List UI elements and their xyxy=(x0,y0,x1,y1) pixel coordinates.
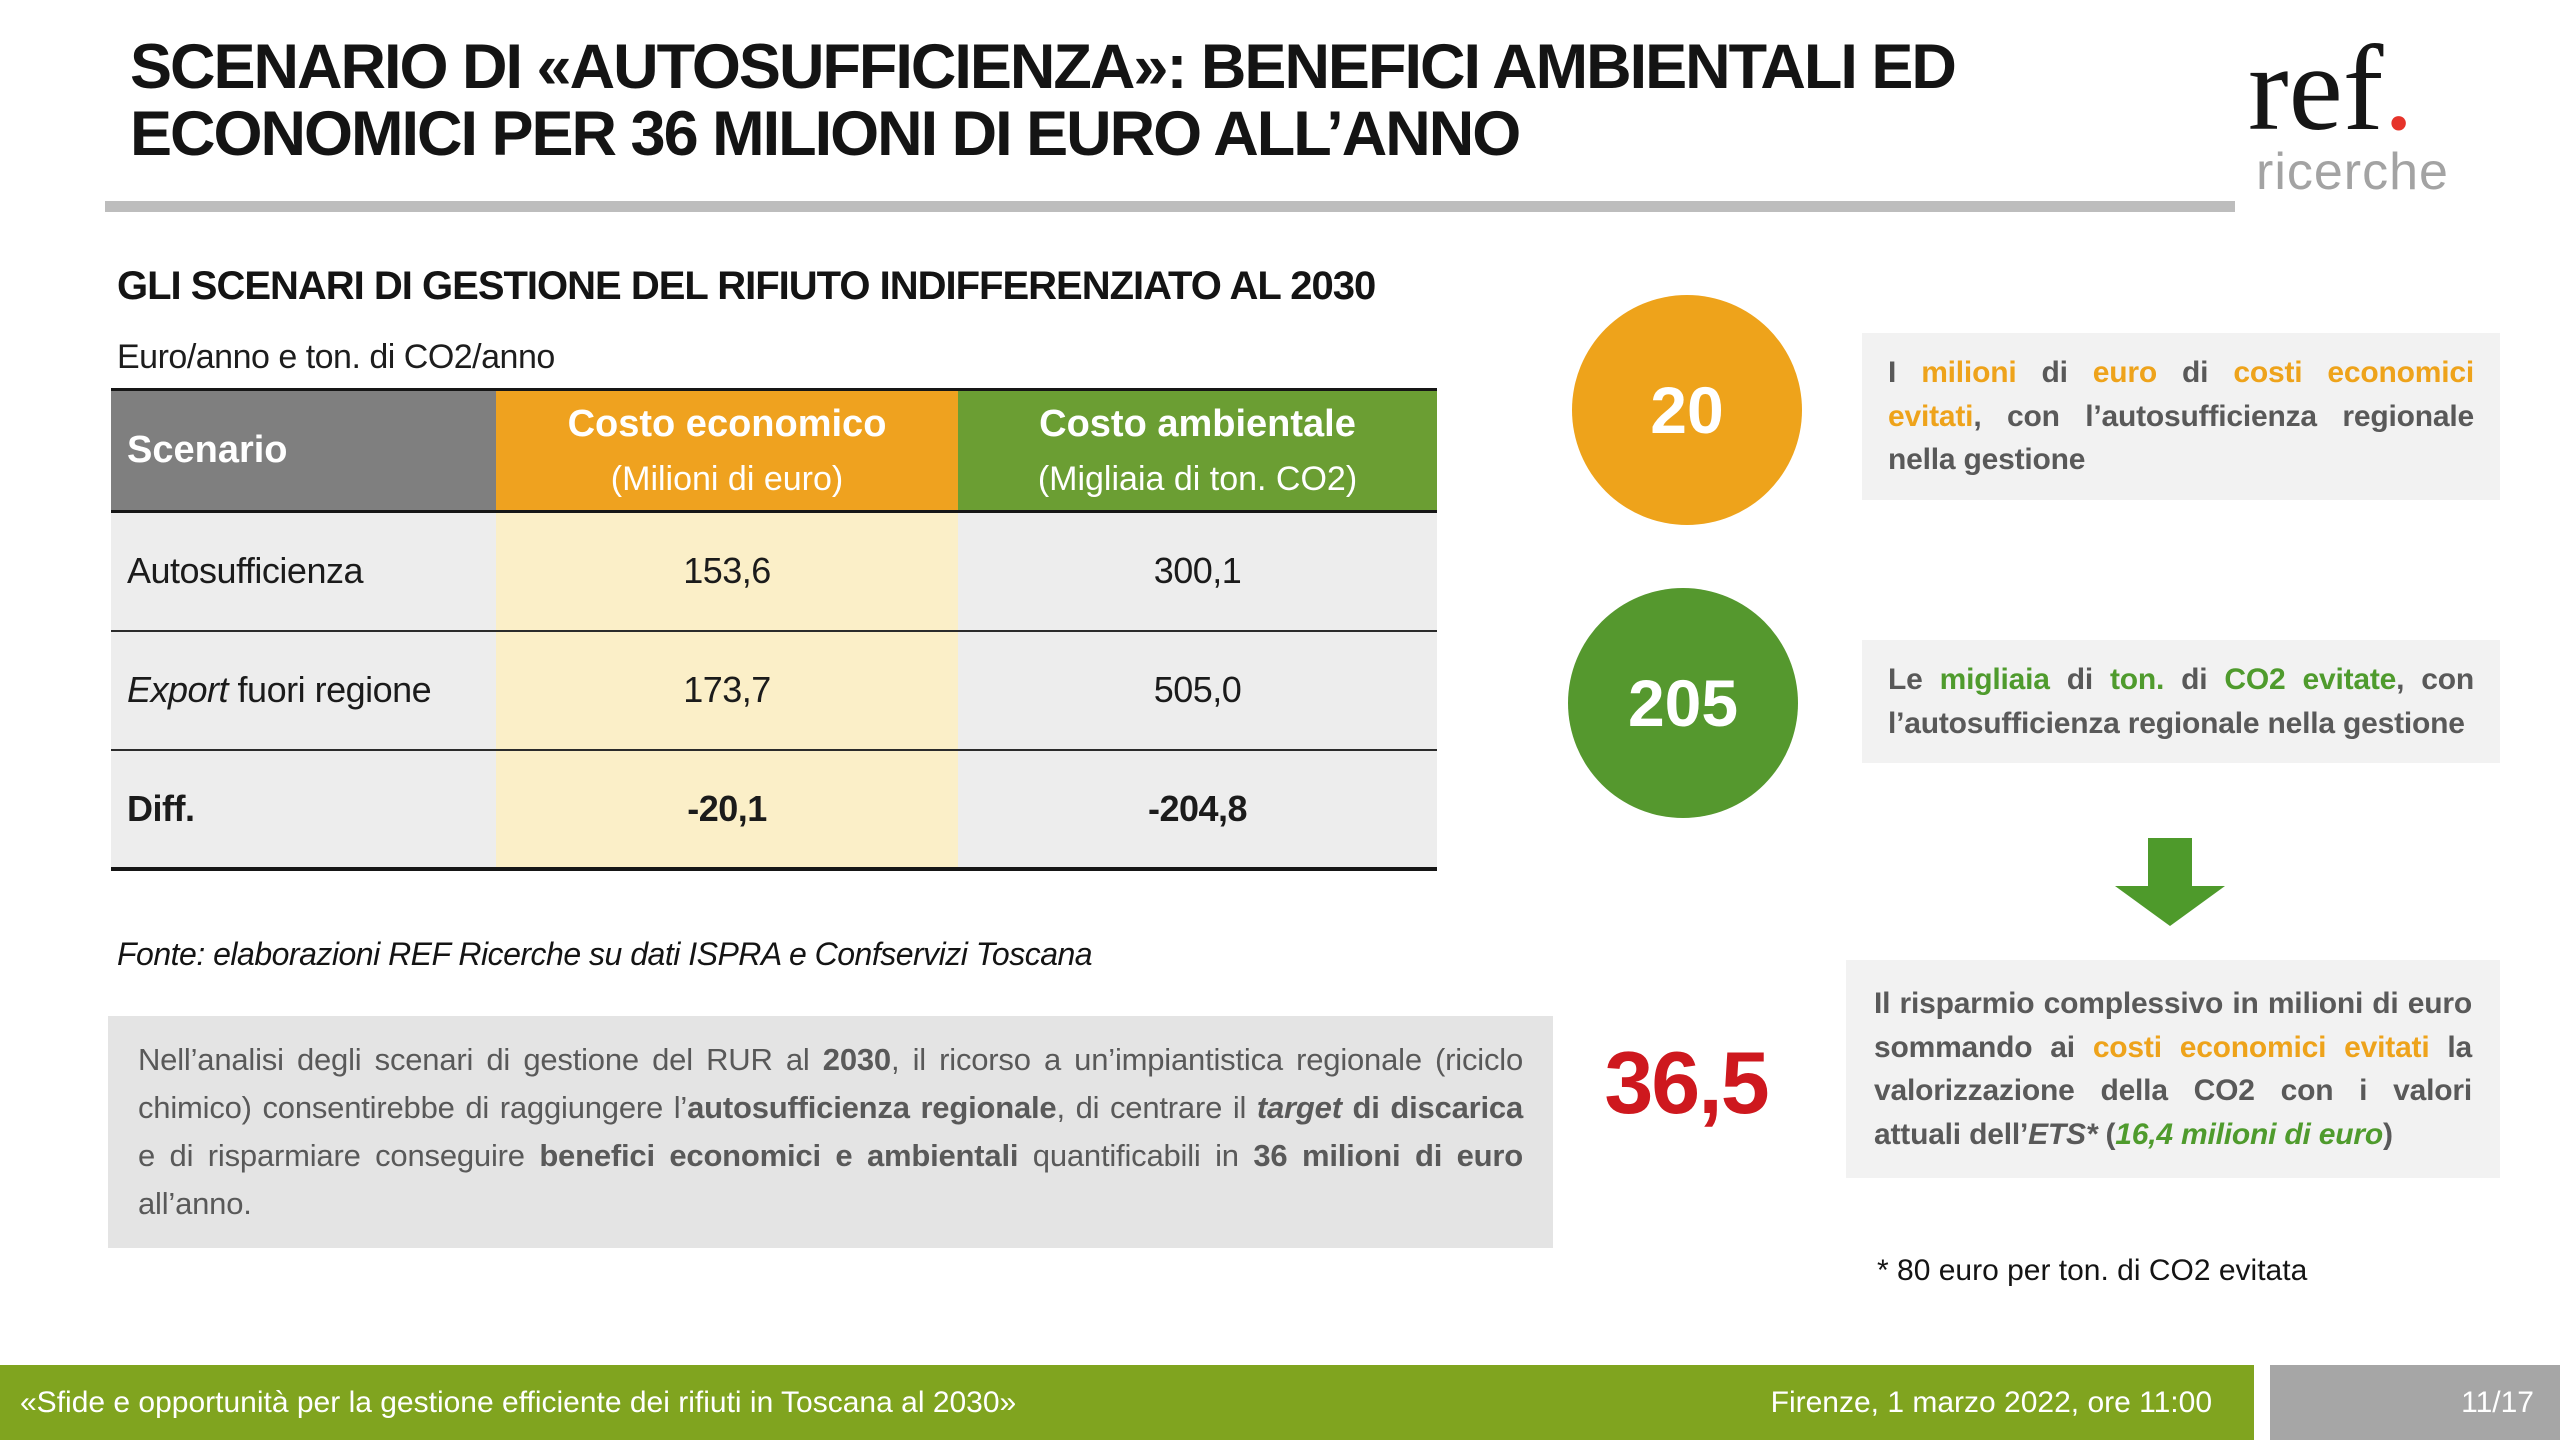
table-unit-note: Euro/anno e ton. di CO2/anno xyxy=(117,338,555,376)
cell-environmental-diff: -204,8 xyxy=(958,749,1437,869)
cell-scenario-autosufficienza: Autosufficienza xyxy=(111,511,496,631)
info-box-total: Il risparmio complessivo in milioni di e… xyxy=(1846,960,2500,1178)
logo-text: ref xyxy=(2248,21,2384,156)
col-header-economic: Costo economico (Milioni di euro) xyxy=(496,389,958,512)
col-header-economic-sub: (Milioni di euro) xyxy=(610,459,844,498)
cell-environmental-export: 505,0 xyxy=(958,630,1437,750)
analysis-paragraph: Nell’analisi degli scenari di gestione d… xyxy=(108,1016,1553,1249)
cell-economic-diff: -20,1 xyxy=(496,749,958,869)
footer-green-bar: «Sfide e opportunità per la gestione eff… xyxy=(0,1365,2254,1440)
footer-presentation-title: «Sfide e opportunità per la gestione eff… xyxy=(20,1385,1017,1419)
down-arrow-shaft xyxy=(2148,838,2192,886)
info-box-environmental: Le migliaia di ton. di CO2 evitate, con … xyxy=(1862,640,2500,763)
page-number: 11/17 xyxy=(2461,1385,2534,1419)
page-number-box: 11/17 xyxy=(2270,1365,2560,1440)
logo-wordmark: ref. xyxy=(2248,21,2508,156)
col-header-environmental-sub: (Migliaia di ton. CO2) xyxy=(1037,459,1358,498)
ets-footnote: * 80 euro per ton. di CO2 evitata xyxy=(1877,1254,2308,1287)
table-header-row: Scenario Costo economico (Milioni di eur… xyxy=(111,389,1437,512)
cell-environmental-autosufficienza: 300,1 xyxy=(958,511,1437,631)
ref-ricerche-logo: ref. ricerche xyxy=(2248,21,2508,202)
cell-economic-autosufficienza: 153,6 xyxy=(496,511,958,631)
down-arrow-icon xyxy=(2115,838,2225,926)
table-row-autosufficienza: Autosufficienza 153,6 300,1 xyxy=(111,511,1437,631)
cell-scenario-diff: Diff. xyxy=(111,749,496,869)
footer-date: Firenze, 1 marzo 2022, ore 11:00 xyxy=(1770,1385,2212,1419)
slide-title: SCENARIO DI «AUTOSUFFICIENZA»: BENEFICI … xyxy=(130,34,2210,168)
logo-subtitle: ricerche xyxy=(2256,143,2449,202)
footer-bar: «Sfide e opportunità per la gestione eff… xyxy=(0,1365,2560,1440)
table-heading: GLI SCENARI DI GESTIONE DEL RIFIUTO INDI… xyxy=(117,264,1376,308)
header-divider xyxy=(105,201,2235,212)
slide-title-line2: ECONOMICI PER 36 MILIONI DI EURO ALL’ANN… xyxy=(130,99,1521,169)
kpi-circle-economic: 20 xyxy=(1572,295,1802,525)
source-note: Fonte: elaborazioni REF Ricerche su dati… xyxy=(117,936,1093,972)
cell-economic-export: 173,7 xyxy=(496,630,958,750)
col-header-environmental: Costo ambientale (Migliaia di ton. CO2) xyxy=(958,389,1437,512)
scenario-table: Scenario Costo economico (Milioni di eur… xyxy=(111,388,1437,871)
cell-scenario-export: Export fuori regione xyxy=(111,630,496,750)
col-header-economic-title: Costo economico xyxy=(567,402,887,445)
table-row-export: Export fuori regione 173,7 505,0 xyxy=(111,630,1437,750)
col-header-environmental-title: Costo ambientale xyxy=(1039,402,1356,445)
col-header-scenario: Scenario xyxy=(111,389,496,512)
kpi-total-savings: 36,5 xyxy=(1604,1033,1769,1132)
table-row-diff: Diff. -20,1 -204,8 xyxy=(111,749,1437,869)
slide-title-line1: SCENARIO DI «AUTOSUFFICIENZA»: BENEFICI … xyxy=(130,32,1957,102)
kpi-circle-environmental: 205 xyxy=(1568,588,1798,818)
logo-red-dot: . xyxy=(2383,21,2414,156)
down-arrow-head xyxy=(2115,886,2225,926)
info-box-economic: I milioni di euro di costi economici evi… xyxy=(1862,333,2500,500)
